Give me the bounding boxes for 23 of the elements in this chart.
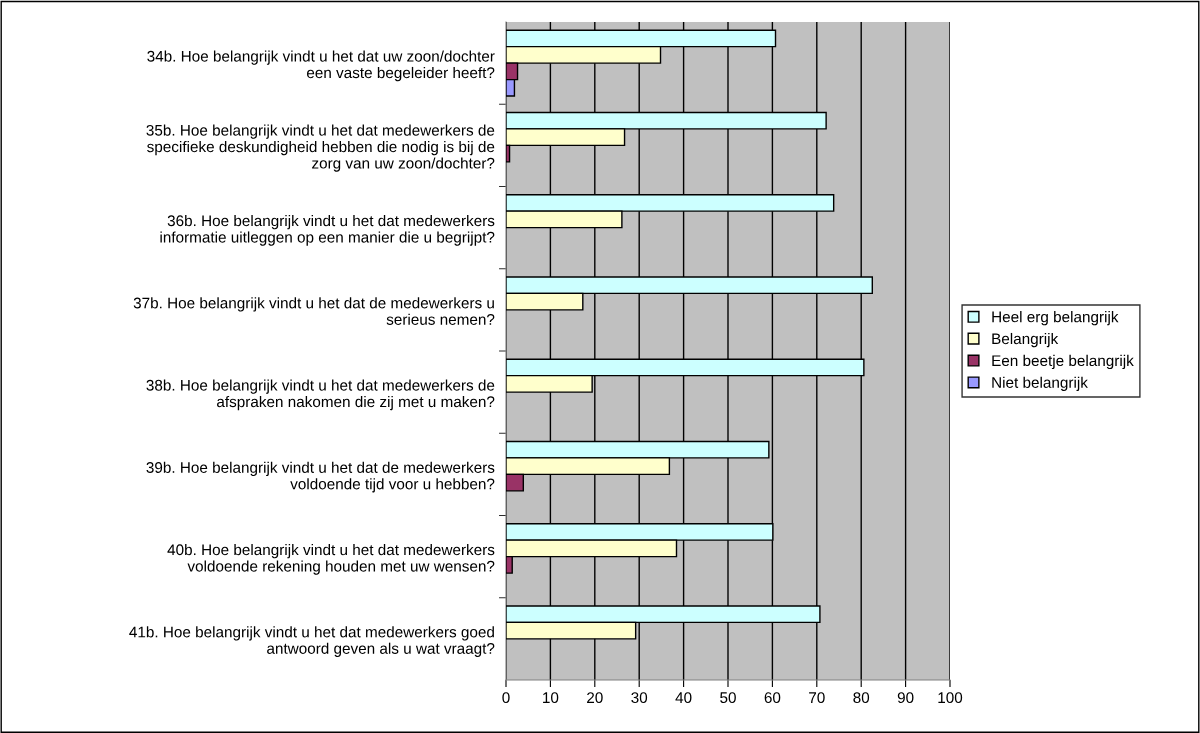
y-tick-label: 37b. Hoe belangrijk vindt u het dat de medewerkers u serieus nemen? bbox=[133, 297, 495, 325]
legend-label: Heel erg belangrijk bbox=[992, 311, 1119, 326]
y-tick-label: 35b. Hoe belangrijk vindt u het dat medewerkers de specifieke deskundigheid hebben die nodig is bij de zorg van uw zoon/dochter? bbox=[146, 124, 495, 172]
x-tick-label: 0 bbox=[502, 692, 510, 704]
x-tick-label: 10 bbox=[543, 692, 559, 704]
x-tick-label: 100 bbox=[938, 692, 963, 704]
y-tick-label: 36b. Hoe belangrijk vindt u het dat medewerkers informatie uitleggen op een manier die u begrijpt? bbox=[160, 214, 495, 246]
y-tick-label: 39b. Hoe belangrijk vindt u het dat de medewerkers voldoende tijd voor u hebben? bbox=[146, 461, 495, 493]
legend-label: Niet belangrijk bbox=[992, 376, 1088, 391]
x-tick-label: 30 bbox=[631, 692, 648, 704]
x-tick-label: 80 bbox=[853, 692, 870, 704]
x-tick-label: 50 bbox=[720, 692, 736, 704]
y-tick-label: 38b. Hoe belangrijk vindt u het dat medewerkers de afspraken nakomen die zij met u maken? bbox=[146, 379, 495, 411]
x-tick-label: 60 bbox=[764, 692, 781, 704]
x-tick-label: 20 bbox=[587, 692, 603, 704]
legend-label: Belangrijk bbox=[992, 332, 1059, 348]
y-tick-label: 34b. Hoe belangrijk vindt u het dat uw zoon/dochter een vaste begeleider heeft? bbox=[147, 50, 495, 82]
y-tick-label: 40b. Hoe belangrijk vindt u het dat medewerkers voldoende rekening houden met uw wensen? bbox=[167, 543, 495, 575]
x-tick-label: 70 bbox=[809, 692, 825, 704]
legend-label: Een beetje belangrijk bbox=[992, 354, 1134, 370]
x-tick-label: 90 bbox=[897, 692, 914, 704]
y-tick-label: 41b. Hoe belangrijk vindt u het dat medewerkers goed antwoord geven als u wat vraagt? bbox=[129, 626, 495, 657]
x-tick-label: 40 bbox=[675, 692, 692, 704]
